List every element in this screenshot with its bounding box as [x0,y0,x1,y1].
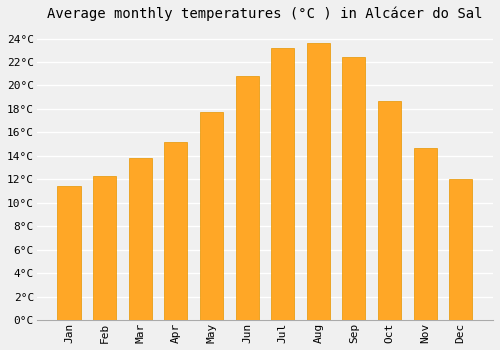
Bar [378,101,401,320]
Bar [271,48,294,320]
Title: Average monthly temperatures (°C ) in Alcácer do Sal: Average monthly temperatures (°C ) in Al… [47,7,482,21]
Bar [58,186,80,320]
Bar [236,76,258,320]
Bar [93,176,116,320]
Bar [342,57,365,320]
Bar [449,179,472,320]
Bar [414,148,436,320]
Bar [164,142,188,320]
Bar [128,158,152,320]
Bar [200,112,223,320]
Bar [306,43,330,320]
